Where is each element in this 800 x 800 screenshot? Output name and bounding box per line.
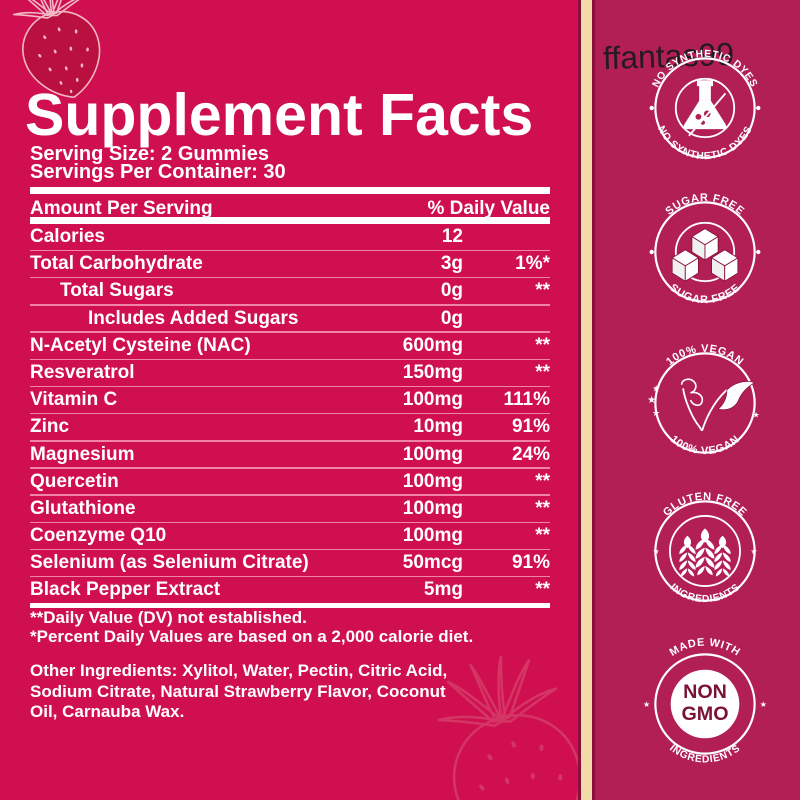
svg-text:GMO: GMO — [681, 703, 728, 725]
svg-text:★: ★ — [753, 411, 760, 420]
svg-text:★: ★ — [647, 395, 656, 406]
svg-text:NON: NON — [683, 681, 727, 703]
svg-text:★: ★ — [652, 383, 660, 393]
svg-text:SUGAR FREE: SUGAR FREE — [663, 192, 746, 218]
svg-text:SUGAR FREE: SUGAR FREE — [667, 282, 743, 306]
svg-text:NO SYNTHETIC DYES: NO SYNTHETIC DYES — [655, 124, 755, 162]
svg-text:★: ★ — [643, 700, 650, 709]
svg-text:100% VEGAN: 100% VEGAN — [668, 433, 742, 457]
svg-text:★: ★ — [652, 408, 660, 418]
svg-text:GLUTEN FREE: GLUTEN FREE — [661, 491, 749, 519]
svg-text:★: ★ — [760, 700, 767, 709]
svg-text:★: ★ — [652, 547, 659, 556]
svg-text:100% VEGAN: 100% VEGAN — [664, 343, 746, 368]
svg-text:★: ★ — [750, 547, 757, 556]
